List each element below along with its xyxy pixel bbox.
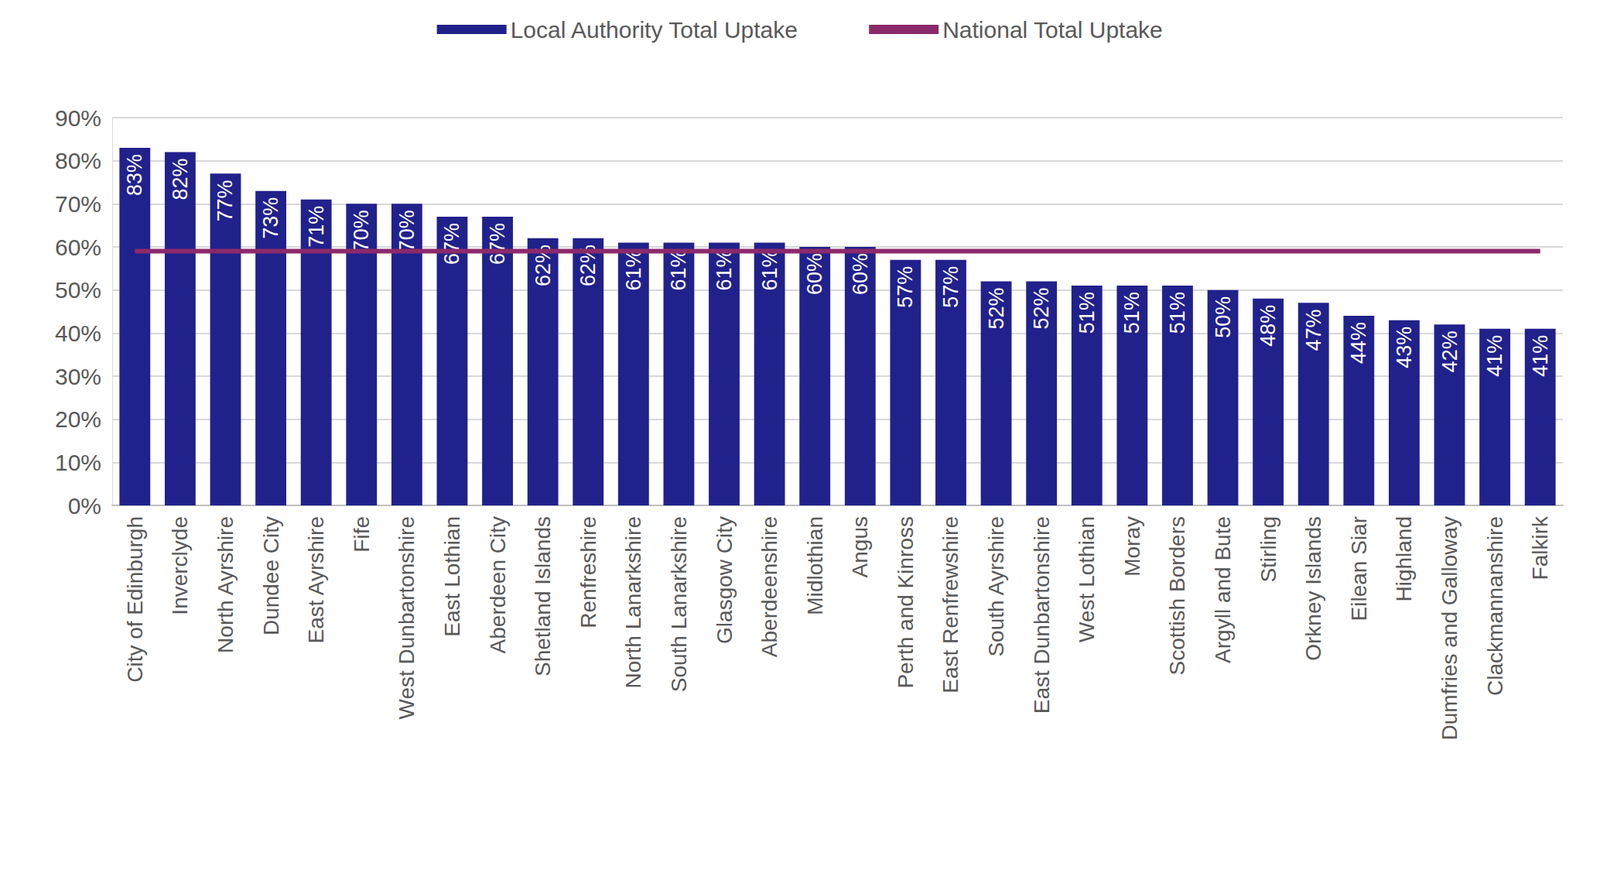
svg-text:20%: 20%	[54, 406, 102, 432]
svg-text:Scottish Borders: Scottish Borders	[1165, 516, 1190, 675]
svg-text:10%: 10%	[54, 449, 102, 476]
svg-text:61%: 61%	[758, 248, 782, 291]
svg-text:Fife: Fife	[349, 516, 374, 553]
svg-text:83%: 83%	[123, 153, 147, 196]
svg-text:41%: 41%	[1483, 335, 1507, 377]
svg-text:67%: 67%	[440, 222, 464, 265]
svg-text:South Ayrshire: South Ayrshire	[984, 516, 1009, 657]
svg-text:West Dunbartonshire: West Dunbartonshire	[394, 516, 419, 720]
svg-text:61%: 61%	[712, 248, 736, 291]
svg-text:East Renfrewshire: East Renfrewshire	[938, 516, 963, 694]
svg-text:East Dunbartonshire: East Dunbartonshire	[1029, 516, 1054, 714]
svg-text:48%: 48%	[1256, 304, 1280, 347]
svg-text:Angus: Angus	[847, 516, 872, 578]
svg-text:North Lanarkshire: North Lanarkshire	[621, 516, 646, 689]
svg-text:77%: 77%	[213, 179, 237, 222]
svg-text:Glasgow City: Glasgow City	[712, 516, 737, 644]
svg-text:57%: 57%	[893, 266, 917, 308]
svg-text:Orkney Islands: Orkney Islands	[1301, 516, 1326, 661]
svg-text:Dumfries and Galloway: Dumfries and Galloway	[1437, 516, 1462, 740]
svg-text:Moray: Moray	[1120, 516, 1145, 577]
svg-text:50%: 50%	[54, 276, 102, 303]
svg-text:71%: 71%	[304, 205, 329, 248]
svg-text:61%: 61%	[622, 248, 646, 291]
svg-text:67%: 67%	[485, 222, 510, 265]
svg-text:Aberdeen City: Aberdeen City	[485, 516, 510, 653]
svg-text:52%: 52%	[984, 287, 1009, 330]
svg-text:41%: 41%	[1528, 335, 1553, 377]
svg-text:West Lothian: West Lothian	[1074, 516, 1099, 643]
svg-text:51%: 51%	[1120, 291, 1144, 334]
svg-text:Aberdeenshire: Aberdeenshire	[757, 516, 782, 657]
svg-text:52%: 52%	[1029, 287, 1053, 330]
svg-text:44%: 44%	[1347, 321, 1371, 364]
svg-text:0%: 0%	[68, 492, 102, 519]
svg-text:Highland: Highland	[1391, 516, 1416, 602]
svg-text:30%: 30%	[54, 363, 102, 390]
svg-text:70%: 70%	[54, 191, 102, 217]
svg-text:Midlothian: Midlothian	[803, 516, 828, 616]
svg-text:South Lanarkshire: South Lanarkshire	[666, 516, 691, 692]
svg-text:Eilean Siar: Eilean Siar	[1347, 516, 1371, 621]
svg-text:82%: 82%	[168, 158, 192, 201]
svg-text:50%: 50%	[1211, 296, 1235, 339]
svg-text:43%: 43%	[1392, 326, 1416, 369]
svg-text:51%: 51%	[1075, 291, 1099, 334]
svg-text:Local Authority Total Uptake: Local Authority Total Uptake	[510, 17, 798, 43]
svg-text:60%: 60%	[803, 252, 827, 295]
svg-text:Perth and Kinross: Perth and Kinross	[893, 516, 918, 689]
svg-text:Stirling: Stirling	[1256, 516, 1281, 583]
svg-text:70%: 70%	[349, 209, 373, 252]
svg-text:90%: 90%	[54, 105, 102, 131]
svg-text:National Total Uptake: National Total Uptake	[942, 17, 1163, 43]
svg-text:Renfreshire: Renfreshire	[576, 516, 601, 629]
svg-text:Shetland Islands: Shetland Islands	[530, 516, 555, 677]
svg-text:42%: 42%	[1438, 330, 1462, 373]
svg-text:70%: 70%	[395, 209, 419, 252]
svg-text:East Lothian: East Lothian	[440, 516, 465, 637]
svg-text:Falkirk: Falkirk	[1528, 515, 1553, 580]
svg-text:City of Edinburgh: City of Edinburgh	[123, 516, 148, 683]
svg-text:Clackmannanshire: Clackmannanshire	[1483, 516, 1508, 696]
svg-text:62%: 62%	[531, 244, 555, 287]
svg-text:61%: 61%	[666, 248, 691, 291]
svg-text:62%: 62%	[576, 244, 600, 287]
svg-text:60%: 60%	[848, 252, 872, 295]
svg-text:East Ayrshire: East Ayrshire	[304, 516, 329, 643]
svg-text:Argyll and Bute: Argyll and Bute	[1210, 516, 1235, 664]
svg-text:North Ayrshire: North Ayrshire	[213, 516, 238, 653]
svg-text:80%: 80%	[54, 147, 102, 174]
svg-text:51%: 51%	[1165, 291, 1190, 334]
svg-text:40%: 40%	[54, 320, 102, 346]
svg-text:47%: 47%	[1302, 308, 1326, 351]
svg-text:Dundee City: Dundee City	[259, 516, 284, 636]
svg-text:Inverclyde: Inverclyde	[167, 516, 192, 616]
svg-text:57%: 57%	[939, 266, 963, 308]
svg-text:73%: 73%	[259, 197, 283, 240]
svg-text:60%: 60%	[54, 234, 102, 260]
